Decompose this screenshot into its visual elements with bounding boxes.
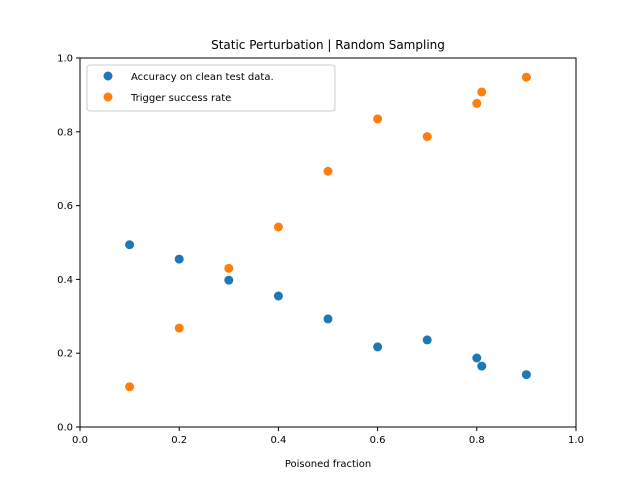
data-point-series-1-0 — [125, 382, 135, 392]
y-tick-label-0: 0.0 — [57, 423, 73, 434]
x-tick-label-1: 0.2 — [171, 435, 187, 446]
data-point-series-0-8 — [477, 361, 487, 371]
axes-frame — [79, 57, 577, 428]
y-tick-label-3: 0.6 — [57, 201, 73, 212]
y-tick-label-4: 0.8 — [57, 127, 73, 138]
data-point-series-1-3 — [273, 222, 283, 232]
y-tick-label-1: 0.2 — [57, 349, 73, 360]
data-point-series-0-2 — [224, 275, 234, 285]
x-axis-label: Poisoned fraction — [285, 459, 371, 470]
data-point-series-0-4 — [323, 314, 333, 324]
data-point-series-1-2 — [224, 263, 234, 273]
data-point-series-1-4 — [323, 166, 333, 176]
x-tick-label-0: 0.0 — [72, 435, 88, 446]
legend-marker-1 — [103, 92, 113, 102]
data-point-series-1-8 — [477, 87, 487, 97]
data-point-series-1-7 — [472, 98, 482, 108]
data-point-series-1-9 — [521, 72, 531, 82]
y-tick-label-2: 0.4 — [57, 275, 73, 286]
data-point-series-1-6 — [422, 132, 432, 142]
y-tick-label-5: 1.0 — [57, 54, 73, 65]
data-point-series-0-5 — [373, 342, 383, 352]
data-point-series-0-1 — [174, 254, 184, 264]
legend-marker-0 — [103, 71, 113, 81]
legend-label-0: Accuracy on clean test data. — [131, 72, 274, 83]
legend: Accuracy on clean test data. Trigger succ… — [86, 64, 336, 112]
x-tick-label-4: 0.8 — [469, 435, 485, 446]
data-point-series-1-5 — [373, 114, 383, 124]
data-point-series-0-9 — [521, 370, 531, 380]
data-point-series-0-7 — [472, 353, 482, 363]
data-point-series-1-1 — [174, 323, 184, 333]
data-point-series-0-3 — [273, 291, 283, 301]
x-tick-label-5: 1.0 — [568, 435, 584, 446]
legend-box — [86, 64, 336, 112]
plot-area: 0.0 0.2 0.4 0.6 0.8 1.0 0.0 0.2 0.4 0.6 0.8 1.0 Accu… — [57, 54, 584, 447]
data-point-series-0-6 — [422, 335, 432, 345]
x-tick-label-2: 0.4 — [270, 435, 286, 446]
legend-label-1: Trigger success rate — [130, 93, 231, 104]
chart-title: Static Perturbation | Random Sampling — [211, 38, 445, 52]
data-point-series-0-0 — [125, 240, 135, 250]
x-tick-label-3: 0.6 — [370, 435, 386, 446]
